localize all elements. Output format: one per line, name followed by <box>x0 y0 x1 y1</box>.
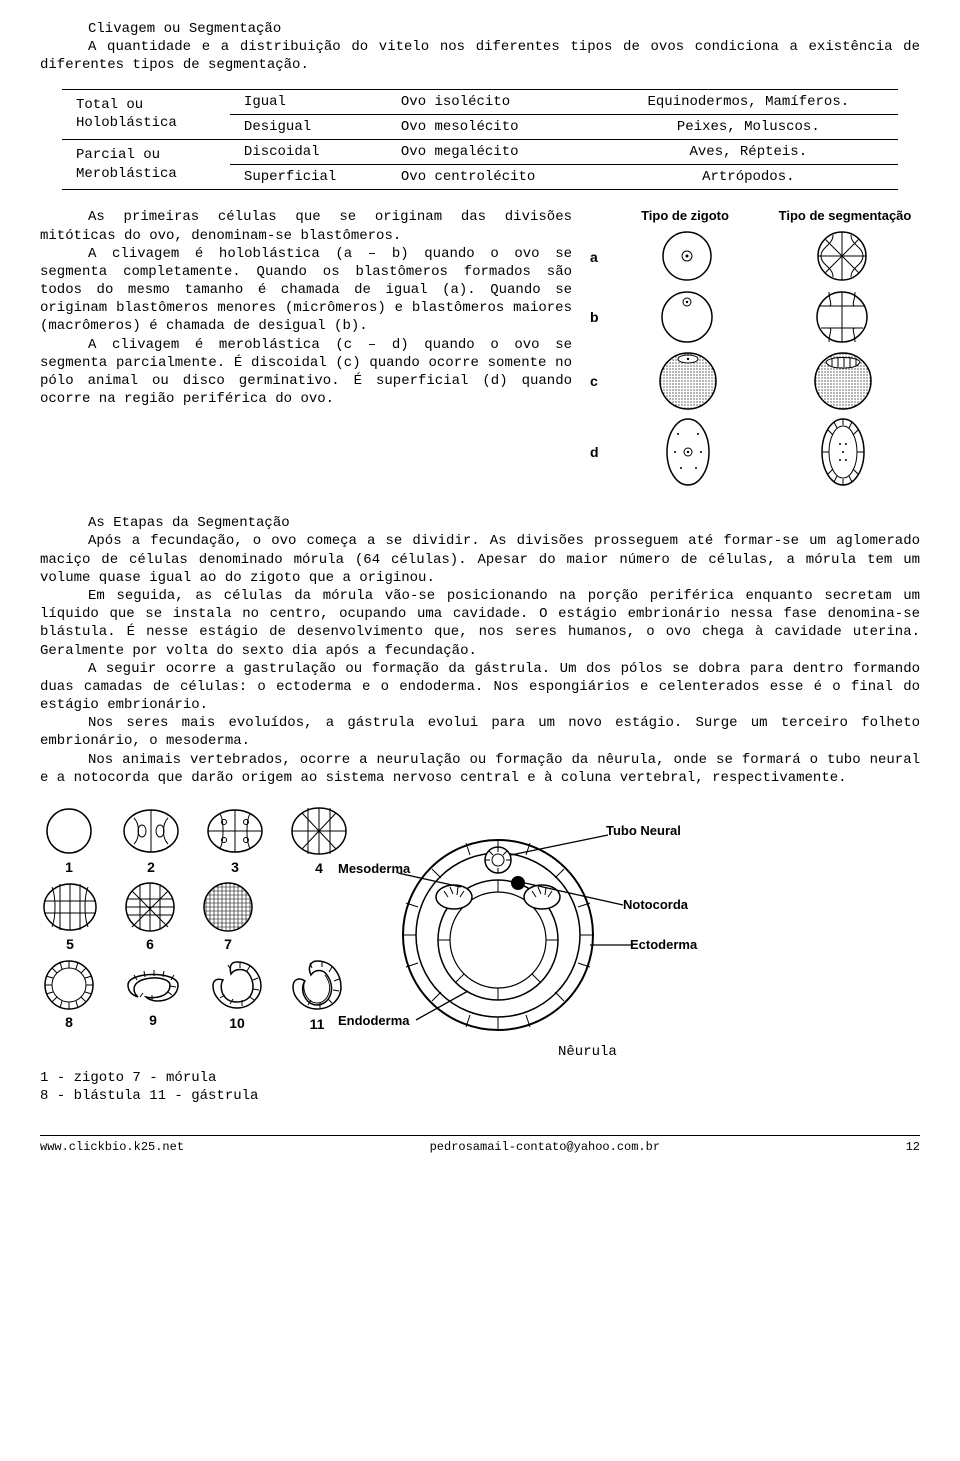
seg-d-icon <box>818 416 868 488</box>
stage-8: 8 <box>40 959 98 1031</box>
etapas-p1: Após a fecundação, o ovo começa a se div… <box>40 532 920 587</box>
page-footer: www.clickbio.k25.net pedrosamail-contato… <box>40 1135 920 1156</box>
zigoto-d-icon <box>663 416 713 488</box>
tubo-neural-label: Tubo Neural <box>606 823 681 840</box>
stage-5: 5 <box>40 881 100 953</box>
etapas-p4: Nos seres mais evoluídos, a gástrula evo… <box>40 714 920 750</box>
legend-line-1: 1 - zigoto 7 - mórula <box>40 1069 920 1087</box>
seg-c-icon <box>812 350 874 412</box>
table-cell: Desigual <box>230 114 387 139</box>
seg-b-icon <box>815 288 870 346</box>
stage-3: 3 <box>204 806 266 876</box>
endoderma-label: Endoderma <box>338 1013 410 1030</box>
footer-url: www.clickbio.k25.net <box>40 1140 184 1156</box>
zigoto-c-icon <box>657 350 719 412</box>
table-cell: Total ouHoloblástica <box>62 89 230 139</box>
table-cell: Equinodermos, Mamíferos. <box>599 89 898 114</box>
zigoto-figure: Tipo de zigoto Tipo de segmentação a b <box>590 208 920 492</box>
blastomero-text: As primeiras células que se originam das… <box>40 208 572 408</box>
mesoderma-label: Mesoderma <box>338 861 410 878</box>
para-mero: A clivagem é meroblástica (c – d) quando… <box>40 336 572 409</box>
fig-row-label: c <box>590 372 610 390</box>
stage-num: 7 <box>200 935 256 953</box>
page-number: 12 <box>906 1140 920 1156</box>
stage-legend: 1 - zigoto 7 - mórula 8 - blástula 11 - … <box>40 1069 920 1105</box>
stage-6: 6 <box>122 881 178 953</box>
notocorda-label: Notocorda <box>623 897 688 914</box>
stage-num: 3 <box>204 858 266 876</box>
table-cell: Peixes, Moluscos. <box>599 114 898 139</box>
stage-num: 1 <box>40 858 98 876</box>
zigoto-b-icon <box>660 288 715 346</box>
fig-header-left: Tipo de zigoto <box>620 208 750 225</box>
table-cell: Igual <box>230 89 387 114</box>
stage-num: 6 <box>122 935 178 953</box>
neurula-caption: Nêurula <box>558 1043 617 1061</box>
stage-10: 10 <box>208 958 266 1032</box>
table-cell: Ovo isolécito <box>387 89 599 114</box>
table-cell: Ovo centrolécito <box>387 165 599 190</box>
stage-num: 8 <box>40 1013 98 1031</box>
table-cell: Aves, Répteis. <box>599 139 898 164</box>
fig-row-label: d <box>590 443 610 461</box>
table-cell: Superficial <box>230 165 387 190</box>
table-cell: Discoidal <box>230 139 387 164</box>
table-cell: Ovo megalécito <box>387 139 599 164</box>
fig-row-label: b <box>590 308 610 326</box>
segmentation-table: Total ouHoloblástica Igual Ovo isolécito… <box>62 89 898 191</box>
stage-7: 7 <box>200 881 256 953</box>
ectoderma-label: Ectoderma <box>630 937 697 954</box>
para-holo: A clivagem é holoblástica (a – b) quando… <box>40 245 572 336</box>
stage-1: 1 <box>40 806 98 876</box>
etapas-section: As Etapas da Segmentação Após a fecundaç… <box>40 514 920 787</box>
neurula-diagram: Tubo Neural Mesoderma Notocorda Ectoderm… <box>368 805 920 1055</box>
legend-line-2: 8 - blástula 11 - gástrula <box>40 1087 920 1105</box>
section-heading: Clivagem ou Segmentação <box>40 20 920 38</box>
table-cell: Parcial ouMeroblástica <box>62 139 230 189</box>
table-cell: Ovo mesolécito <box>387 114 599 139</box>
stage-num: 2 <box>120 858 182 876</box>
stage-num: 5 <box>40 935 100 953</box>
etapas-p2: Em seguida, as células da mórula vão-se … <box>40 587 920 660</box>
table-cell: Artrópodos. <box>599 165 898 190</box>
etapas-heading: As Etapas da Segmentação <box>40 514 920 532</box>
etapas-p3: A seguir ocorre a gastrulação ou formaçã… <box>40 660 920 715</box>
zigoto-a-icon <box>660 229 715 284</box>
fig-row-label: a <box>590 248 610 266</box>
para-blastomeros: As primeiras células que se originam das… <box>40 208 572 244</box>
stage-num: 9 <box>120 1011 186 1029</box>
intro-paragraph: A quantidade e a distribuição do vitelo … <box>40 38 920 74</box>
stage-9: 9 <box>120 961 186 1029</box>
stages-grid: 1 2 3 4 5 6 <box>40 805 350 1038</box>
footer-email: pedrosamail-contato@yahoo.com.br <box>430 1140 660 1156</box>
stage-num: 10 <box>208 1014 266 1032</box>
etapas-p5: Nos animais vertebrados, ocorre a neurul… <box>40 751 920 787</box>
fig-header-right: Tipo de segmentação <box>770 208 920 225</box>
stage-2: 2 <box>120 806 182 876</box>
seg-a-icon <box>815 229 870 284</box>
